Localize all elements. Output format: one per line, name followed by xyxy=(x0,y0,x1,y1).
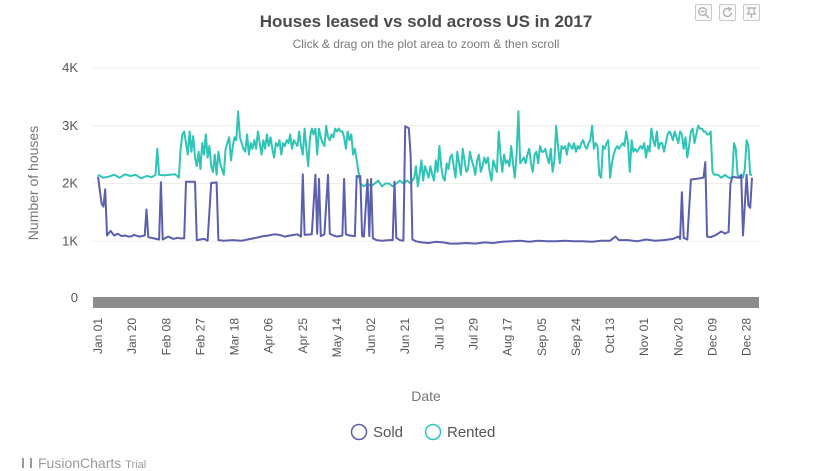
y-tick-label: 0 xyxy=(71,290,78,305)
legend: Sold Rented xyxy=(350,423,496,441)
x-tick-label: Oct 13 xyxy=(603,318,617,354)
x-tick-label: Apr 06 xyxy=(262,318,276,354)
x-tick-label: Nov 20 xyxy=(671,318,685,356)
pin-button[interactable] xyxy=(743,4,760,21)
legend-marker-icon xyxy=(424,423,442,441)
grid-lines xyxy=(93,67,759,242)
x-axis-title: Date xyxy=(411,388,441,404)
reset-zoom-icon xyxy=(722,6,733,18)
x-tick-label: Dec 28 xyxy=(740,318,754,356)
y-tick-label: 4K xyxy=(62,60,78,75)
x-tick-label: Apr 25 xyxy=(296,318,310,354)
series-line-sold xyxy=(97,125,753,245)
x-tick-label: Jul 10 xyxy=(432,318,446,350)
x-tick-label: Sep 05 xyxy=(535,318,549,356)
scrollbar[interactable] xyxy=(93,297,759,308)
x-tick-label: May 14 xyxy=(330,318,344,358)
x-tick-label: Jan 20 xyxy=(125,318,139,354)
legend-label: Rented xyxy=(447,424,495,441)
x-tick-label: Nov 01 xyxy=(637,318,651,356)
x-tick-label: Jul 29 xyxy=(467,318,481,350)
reset-zoom-button[interactable] xyxy=(719,4,736,21)
plot-area[interactable] xyxy=(97,110,753,245)
x-tick-label: Feb 27 xyxy=(193,318,207,356)
legend-item-rented[interactable]: Rented xyxy=(424,423,496,441)
watermark-trial: Trial xyxy=(125,459,147,471)
x-tick-label: Dec 09 xyxy=(706,318,720,356)
fusioncharts-watermark: FusionCharts Trial xyxy=(22,455,146,471)
x-axis-ticks: Jan 01 Jan 20 Feb 08 Feb 27 Mar 18 Apr 06 Apr … xyxy=(91,318,754,358)
x-tick-label: Feb 08 xyxy=(159,318,173,356)
chart-title: Houses leased vs sold across US in 2017 xyxy=(260,12,593,31)
x-tick-label: Sep 24 xyxy=(569,318,583,356)
y-tick-label: 3K xyxy=(62,118,78,133)
y-tick-label: 2K xyxy=(62,176,78,191)
x-tick-label: Jun 02 xyxy=(364,318,378,354)
x-tick-label: Jun 21 xyxy=(398,318,412,354)
pin-icon xyxy=(746,7,757,18)
x-tick-label: Mar 18 xyxy=(228,318,242,356)
watermark-brand: FusionCharts xyxy=(38,455,122,471)
y-axis-title: Number of houses xyxy=(25,126,41,240)
legend-marker-icon xyxy=(350,423,368,441)
chart-subtitle: Click & drag on the plot area to zoom & … xyxy=(293,37,560,51)
y-tick-label: 1K xyxy=(62,233,78,248)
zoom-out-icon xyxy=(698,7,710,19)
legend-label: Sold xyxy=(373,424,403,441)
zoom-out-button[interactable] xyxy=(695,4,712,21)
x-tick-label: Jan 01 xyxy=(91,318,105,354)
watermark-logo-icon xyxy=(22,458,32,468)
y-axis-ticks: 0 1K 2K 3K 4K xyxy=(62,60,78,305)
legend-item-sold[interactable]: Sold xyxy=(350,423,404,441)
series-line-rented xyxy=(97,110,752,188)
x-tick-label: Aug 17 xyxy=(501,318,515,356)
